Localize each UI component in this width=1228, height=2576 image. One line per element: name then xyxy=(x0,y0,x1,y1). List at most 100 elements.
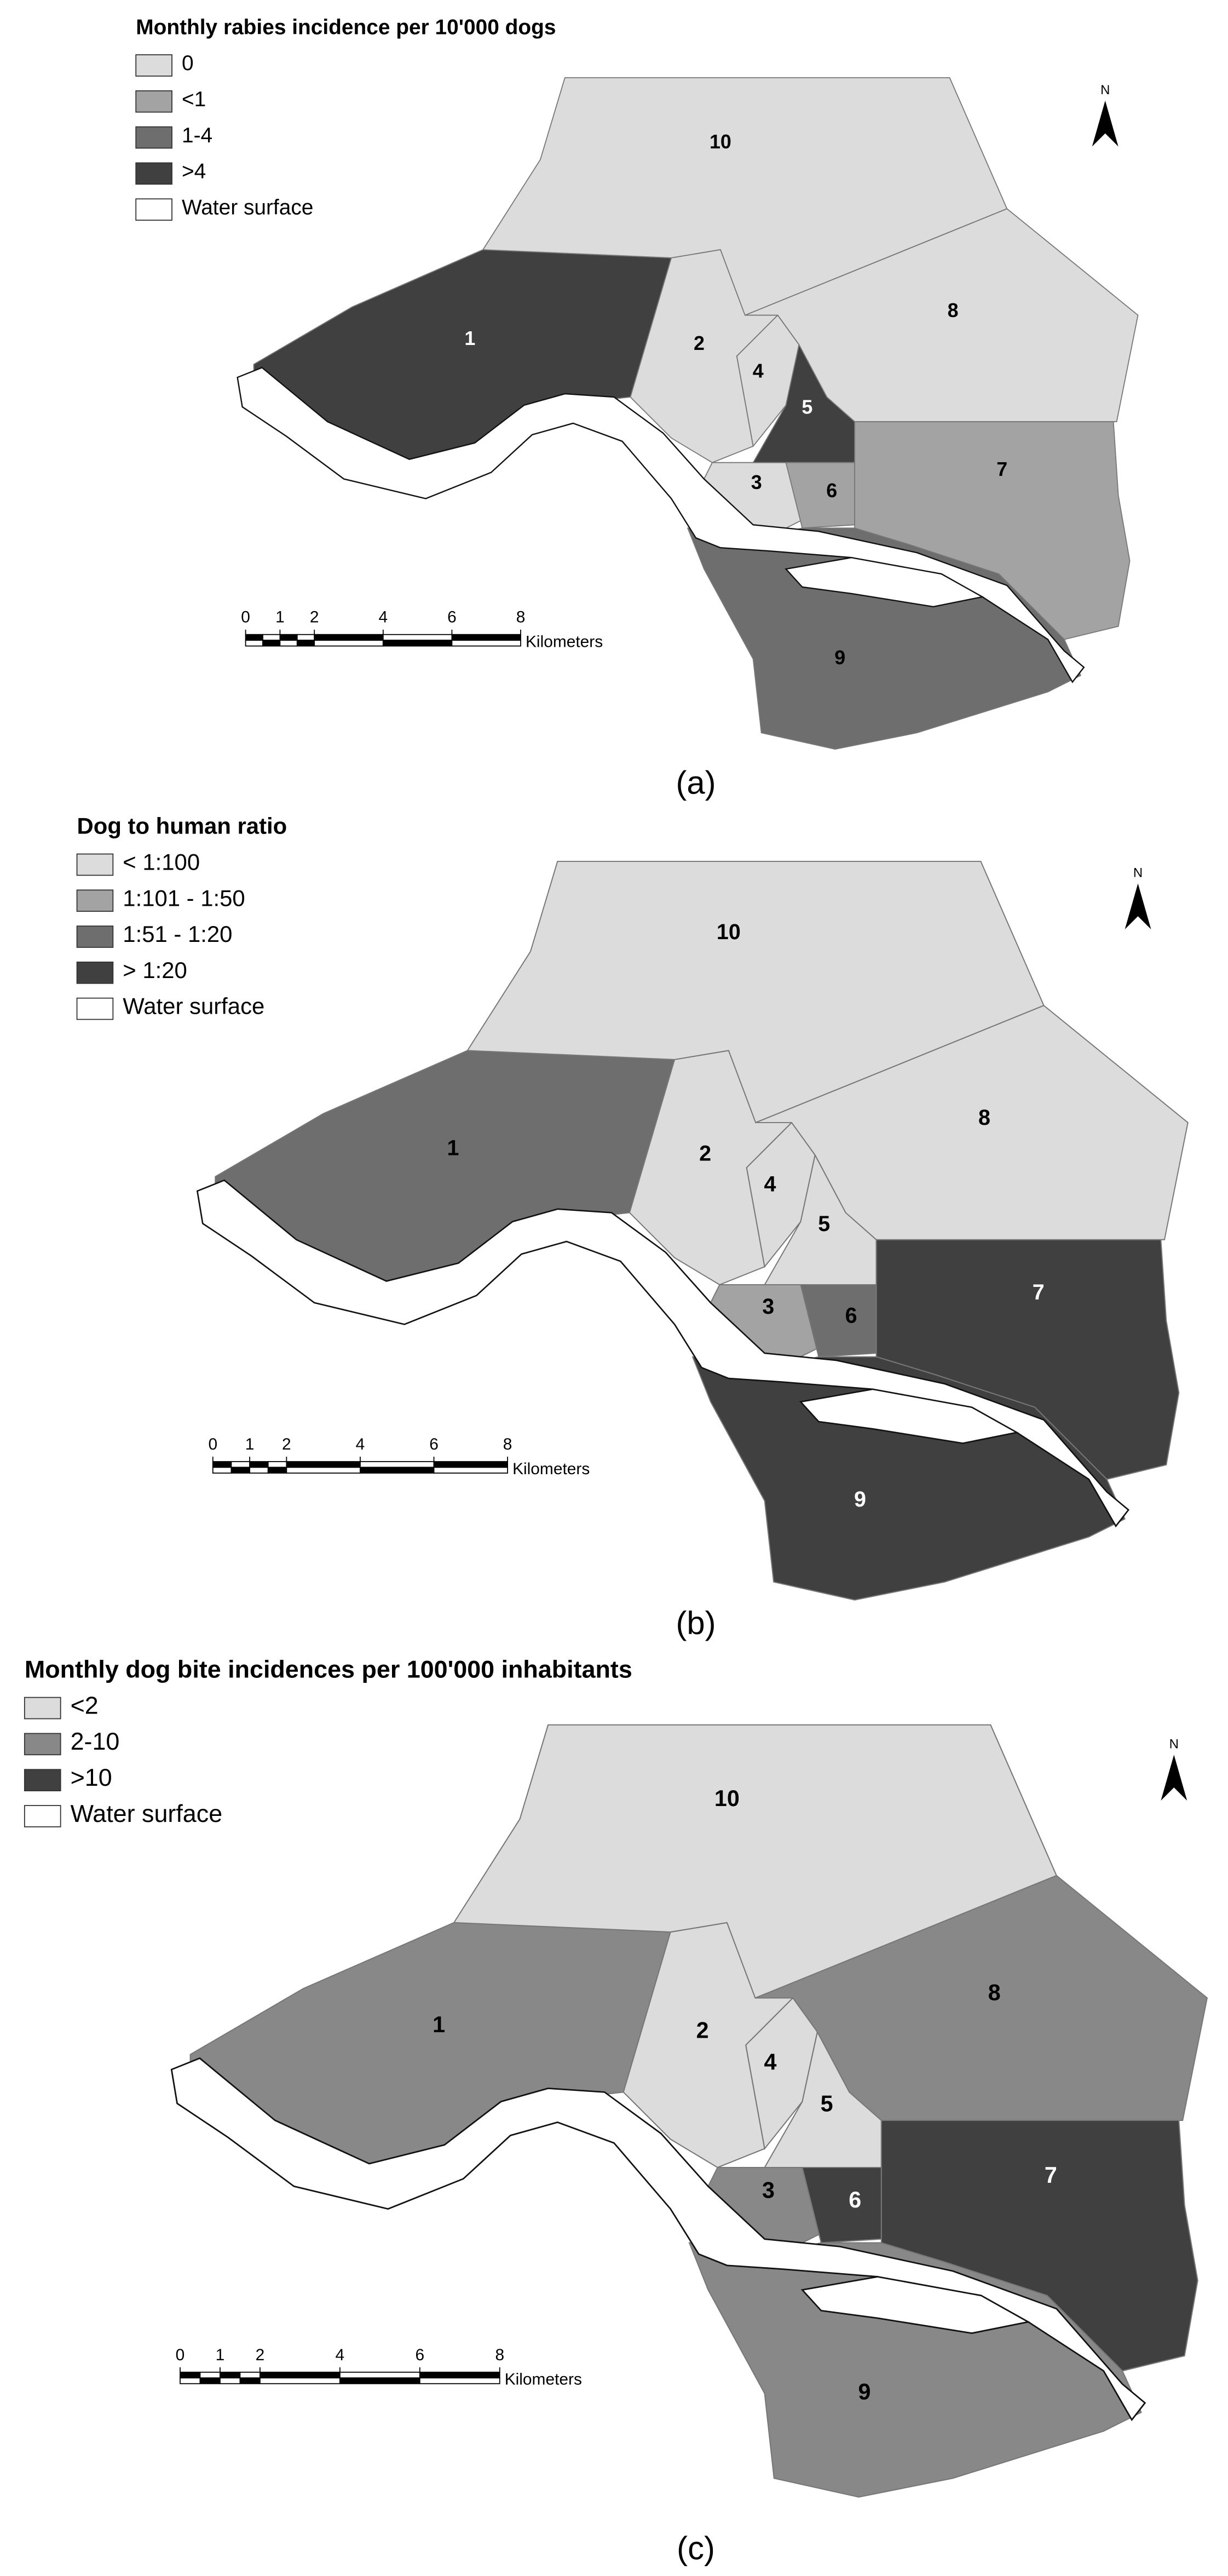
scale-bar-lower xyxy=(279,640,298,647)
legend-label: 1-4 xyxy=(182,124,212,147)
legend-swatch xyxy=(76,853,114,876)
district-label: 9 xyxy=(834,647,845,669)
scale-bar-upper xyxy=(451,634,521,641)
panel-label: (c) xyxy=(677,2530,715,2567)
legend-title: Monthly dog bite incidences per 100'000 … xyxy=(25,1655,632,1683)
scale-bar-upper xyxy=(419,2371,500,2379)
legend-swatch xyxy=(24,1769,61,1792)
district-label: 4 xyxy=(764,1172,776,1197)
district-label: 10 xyxy=(710,131,731,153)
scale-bar-upper xyxy=(382,634,453,641)
scale-tick-label: 4 xyxy=(356,1435,365,1453)
district-label: 10 xyxy=(717,920,741,944)
district xyxy=(745,208,1139,422)
scale-bar-upper xyxy=(239,2371,261,2379)
legend-label: 1:101 - 1:50 xyxy=(123,885,245,911)
district-label: 7 xyxy=(1045,2163,1057,2188)
legend-label: > 1:20 xyxy=(123,957,187,983)
scale-bar-upper xyxy=(245,634,263,641)
scale-bar-lower xyxy=(245,640,263,647)
scale-tick-label: 2 xyxy=(282,1435,291,1453)
legend-swatch xyxy=(76,925,114,948)
water-surface xyxy=(800,2276,1031,2334)
legend-label: <1 xyxy=(182,88,206,111)
scale-tick-label: 0 xyxy=(241,608,250,626)
scale-tick-label: 6 xyxy=(447,608,457,626)
scale-bar-lower xyxy=(382,640,453,647)
legend-label: <2 xyxy=(71,1691,99,1719)
district-label: 8 xyxy=(948,300,959,321)
scale-bar-lower xyxy=(239,2377,261,2384)
north-label: N xyxy=(1169,1737,1179,1752)
scale-bar-upper xyxy=(249,1461,269,1468)
panel-label: (b) xyxy=(676,1605,716,1641)
north-arrow xyxy=(1161,1755,1187,1801)
district-label: 7 xyxy=(1033,1280,1045,1304)
scale-tick-label: 0 xyxy=(176,2346,185,2364)
scale-bar-lower xyxy=(419,2377,500,2384)
scale-bar-lower xyxy=(262,640,281,647)
scale-tick-label: 8 xyxy=(503,1435,512,1453)
scale-bar-lower xyxy=(260,2377,341,2384)
legend-label: >4 xyxy=(182,160,206,183)
district-label: 5 xyxy=(821,2091,833,2116)
scale-bar-upper xyxy=(220,2371,241,2379)
legend-label: 0 xyxy=(182,51,194,75)
legend-label: 2-10 xyxy=(71,1727,120,1755)
district xyxy=(755,1004,1189,1240)
district-label: 8 xyxy=(988,1980,1001,2005)
legend-swatch xyxy=(135,126,172,149)
legend-swatch xyxy=(24,1733,61,1756)
water-surface xyxy=(237,366,1085,683)
scale-bar-upper xyxy=(279,634,298,641)
district-label: 6 xyxy=(849,2187,861,2212)
scale-tick-label: 2 xyxy=(256,2346,265,2364)
district-label: 2 xyxy=(696,2017,709,2043)
scale-tick-label: 0 xyxy=(208,1435,217,1453)
scale-tick-label: 1 xyxy=(275,608,285,626)
district-label: 1 xyxy=(433,2012,445,2037)
scale-bar-lower xyxy=(339,2377,420,2384)
north-arrow xyxy=(1092,100,1119,147)
scale-bar-upper xyxy=(314,634,384,641)
scale-bar-upper xyxy=(433,1461,509,1468)
scale-bar-upper xyxy=(260,2371,341,2379)
scale-unit: Kilometers xyxy=(505,2371,582,2389)
scale-bar-upper xyxy=(230,1461,250,1468)
scale-bar-lower xyxy=(199,2377,221,2384)
legend-swatch xyxy=(135,198,172,221)
scale-tick-label: 6 xyxy=(429,1435,439,1453)
scale-tick-label: 1 xyxy=(216,2346,225,2364)
scale-tick-label: 8 xyxy=(495,2346,504,2364)
legend-label: Water surface xyxy=(123,993,264,1019)
legend-swatch xyxy=(135,162,172,185)
water-surface xyxy=(785,556,984,608)
scale-tick-label: 4 xyxy=(336,2346,345,2364)
scale-unit: Kilometers xyxy=(526,633,603,651)
scale-bar-upper xyxy=(286,1461,361,1468)
scale-bar-upper xyxy=(199,2371,221,2379)
legend-label: Water surface xyxy=(71,1799,223,1827)
district xyxy=(466,860,1045,1124)
legend-swatch xyxy=(135,54,172,77)
scale-bar-lower xyxy=(212,1467,232,1474)
district xyxy=(755,1875,1208,2121)
scale-bar-upper xyxy=(296,634,315,641)
scale-tick-label: 4 xyxy=(379,608,388,626)
scale-bar-lower xyxy=(220,2377,241,2384)
district-label: 5 xyxy=(818,1212,830,1236)
district-label: 1 xyxy=(447,1136,459,1160)
scale-bar-upper xyxy=(262,634,281,641)
water-surface xyxy=(170,2057,1146,2422)
scale-tick-label: 1 xyxy=(245,1435,255,1453)
district-label: 9 xyxy=(854,1487,866,1511)
legend-swatch xyxy=(76,889,114,912)
north-arrow xyxy=(1125,883,1151,930)
legend-title: Dog to human ratio xyxy=(77,813,287,839)
